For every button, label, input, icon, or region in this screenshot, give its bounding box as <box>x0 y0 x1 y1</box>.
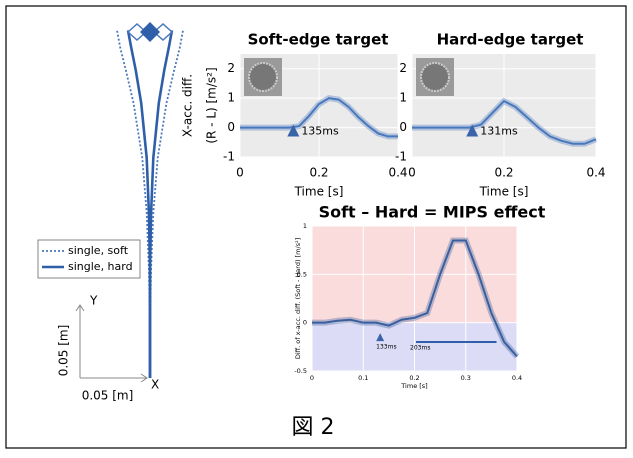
significance-label: 203ms <box>410 345 430 352</box>
x-tick-label: 0.4 <box>512 374 522 382</box>
x-tick-label: 0.3 <box>461 374 471 382</box>
y-axis-label: Diff. of x-acc. diff. (Soft - Hard) [m/s… <box>294 238 302 359</box>
y-tick-label: 0 <box>227 120 235 134</box>
x-tick-label: 0 <box>310 374 314 382</box>
scale-label-x: 0.05 [m] <box>82 389 134 403</box>
y-tick-label: 0 <box>303 319 307 327</box>
chart-title: Soft – Hard = MIPS effect <box>319 203 546 222</box>
x-tick-label: 0.2 <box>309 166 328 180</box>
x-tick-label: 0.2 <box>409 374 419 382</box>
caption: 図 2 <box>292 415 335 440</box>
y-tick-label: -1 <box>395 150 407 164</box>
y-tick-label: -0.5 <box>294 367 307 375</box>
axis-label-y: Y <box>89 294 98 308</box>
x-tick-label: 0.1 <box>358 374 368 382</box>
y-axis-label: (R - L) [m/s²] <box>205 67 219 143</box>
legend-label: single, hard <box>68 260 133 273</box>
x-axis-label: Time [s] <box>479 185 529 199</box>
x-tick-label: 0 <box>236 166 244 180</box>
x-axis-label: Time [s] <box>294 185 344 199</box>
inset-pattern <box>249 63 277 91</box>
scale-label-y: 0.05 [m] <box>57 325 71 377</box>
onset-label: 131ms <box>480 125 518 138</box>
chart-title: Soft-edge target <box>248 31 389 49</box>
y-tick-label: 2 <box>227 61 235 75</box>
y-tick-label: 2 <box>399 61 407 75</box>
x-tick-label: 0 <box>408 166 416 180</box>
legend-label: single, soft <box>68 244 129 257</box>
x-axis-label: Time [s] <box>400 382 427 390</box>
y-tick-label: 1 <box>399 91 407 105</box>
x-tick-label: 0.4 <box>388 166 407 180</box>
inset-pattern <box>421 63 449 91</box>
y-tick-label: -1 <box>223 150 235 164</box>
y-axis-label: X-acc. diff. <box>181 74 195 137</box>
x-tick-label: 0.2 <box>494 166 513 180</box>
y-tick-label: 0 <box>399 120 407 134</box>
onset-label: 133ms <box>376 344 396 351</box>
chart-title: Hard-edge target <box>437 31 584 49</box>
onset-label: 135ms <box>301 125 339 138</box>
y-tick-label: 1 <box>227 91 235 105</box>
legend: single, soft single, hard <box>38 240 140 278</box>
axis-label-x: X <box>151 378 159 392</box>
x-tick-label: 0.4 <box>586 166 605 180</box>
figure: 図 2 single, soft single, hard Y X 0.05 [m] 0.… <box>0 0 633 454</box>
y-tick-label: 1 <box>303 222 307 230</box>
